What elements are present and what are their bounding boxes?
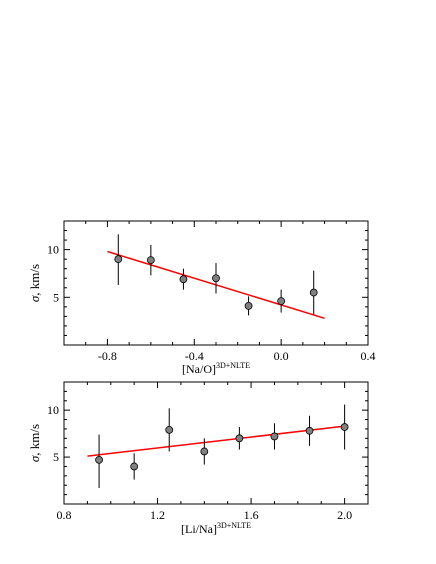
gridless-ticks [63, 220, 369, 346]
y-tick-label: 10 [47, 403, 59, 417]
y-axis-label-symbol: σ [27, 295, 42, 302]
x-tick-label: -0.4 [185, 349, 204, 363]
data-point [146, 256, 155, 265]
y-tick-label: 10 [47, 243, 59, 257]
panel-na-o: -0.8 -0.4 0.0 0.4 5 10 [Na/O]3D+NLTE σ, km/s [27, 220, 376, 376]
data-point [309, 288, 318, 297]
data-point [165, 425, 174, 434]
y-axis-label: σ, km/s [27, 264, 42, 302]
data-point [277, 297, 286, 306]
y-tick-labels: 5 10 [47, 243, 59, 305]
y-tick-label: 5 [53, 290, 59, 304]
x-axis-label-sup: 3D+NLTE [217, 521, 251, 530]
x-tick-labels: 0.8 1.2 1.6 2.0 [57, 508, 353, 522]
gridless-ticks [63, 381, 369, 505]
x-tick-labels: -0.8 -0.4 0.0 0.4 [98, 349, 376, 363]
x-tick-label: 0.0 [274, 349, 289, 363]
x-axis-label: [Na/O]3D+NLTE [182, 361, 250, 376]
data-points [114, 234, 318, 316]
data-point [244, 301, 253, 310]
x-tick-label: 0.8 [57, 508, 72, 522]
data-point [95, 455, 103, 464]
data-point [200, 447, 209, 456]
x-tick-label: 1.6 [244, 508, 259, 522]
data-point [270, 432, 279, 441]
x-axis-label: [Li/Na]3D+NLTE [181, 521, 251, 536]
x-axis-label-main: [Na/O] [182, 362, 216, 376]
y-tick-labels: 5 10 [47, 403, 59, 464]
y-axis-label-unit: , km/s [27, 264, 42, 296]
x-tick-label: 2.0 [337, 508, 352, 522]
y-axis-label: σ, km/s [27, 424, 42, 462]
y-axis-label-unit: , km/s [27, 424, 42, 456]
data-point [130, 462, 139, 471]
data-points [95, 404, 349, 489]
x-tick-label: -0.8 [98, 349, 117, 363]
data-point [212, 274, 220, 283]
x-tick-label: 1.2 [150, 508, 165, 522]
data-point [179, 275, 188, 284]
x-axis-label-sup: 3D+NLTE [216, 361, 250, 370]
x-axis-label-main: [Li/Na] [181, 522, 217, 536]
y-tick-label: 5 [53, 450, 59, 464]
panel-li-na: 0.8 1.2 1.6 2.0 5 10 [Li/Na]3D+NLTE σ, km/s [27, 381, 369, 536]
fit-line [87, 425, 345, 457]
data-point [340, 423, 349, 431]
data-point [235, 434, 244, 443]
y-axis-label-symbol: σ [27, 455, 42, 462]
plot-frame [63, 381, 369, 505]
x-tick-label: 0.4 [361, 349, 376, 363]
data-point [114, 255, 123, 264]
data-point [305, 426, 314, 435]
